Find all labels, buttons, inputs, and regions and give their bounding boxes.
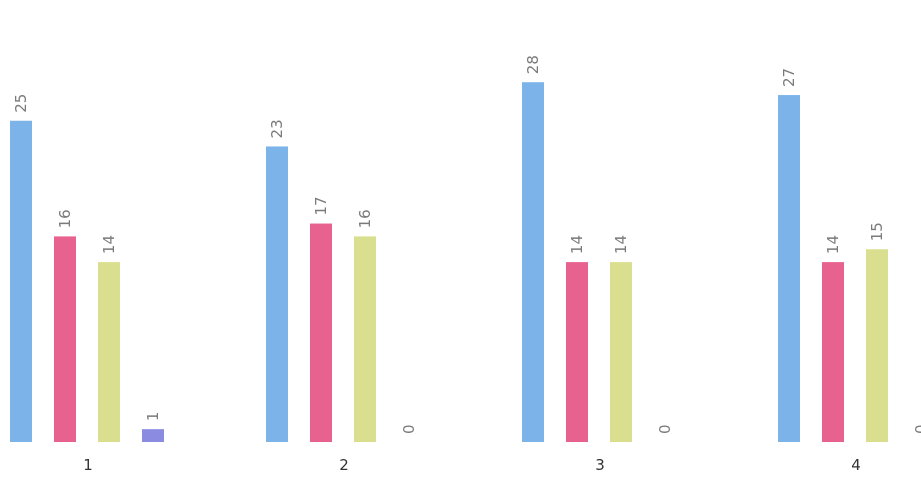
- value-label-cat3-s3: 14: [612, 235, 630, 254]
- bar-cat2-s3: [354, 236, 376, 442]
- bar-cat1-s3: [98, 262, 120, 442]
- value-label-cat4-s2: 14: [824, 235, 842, 254]
- category-label-3: 3: [595, 456, 605, 474]
- value-label-cat4-s4: 0: [912, 424, 921, 434]
- value-label-cat1-s2: 16: [56, 209, 74, 228]
- bar-cat1-s2: [54, 236, 76, 442]
- bars-layer: [10, 82, 888, 443]
- value-label-cat2-s1: 23: [268, 119, 286, 138]
- value-labels-layer: 25 16 14 1 23 17 16 0 28 14 14 0 27 14 15 0: [12, 55, 921, 434]
- value-label-cat3-s4: 0: [656, 424, 674, 434]
- bar-cat4-s3: [866, 249, 888, 442]
- bar-cat3-s2: [566, 262, 588, 442]
- category-labels-layer: 1 2 3 4: [83, 456, 861, 474]
- value-label-cat1-s4: 1: [144, 412, 162, 422]
- value-label-cat4-s3: 15: [868, 222, 886, 241]
- value-label-cat3-s1: 28: [524, 55, 542, 74]
- bar-cat2-s1: [266, 146, 288, 442]
- value-label-cat2-s3: 16: [356, 209, 374, 228]
- value-label-cat4-s1: 27: [780, 68, 798, 87]
- category-label-1: 1: [83, 456, 93, 474]
- bar-cat2-s2: [310, 223, 332, 442]
- category-label-4: 4: [851, 456, 861, 474]
- value-label-cat2-s2: 17: [312, 196, 330, 215]
- bar-cat3-s1: [522, 82, 544, 442]
- value-label-cat1-s1: 25: [12, 94, 30, 113]
- value-label-cat2-s4: 0: [400, 424, 418, 434]
- bar-cat3-s3: [610, 262, 632, 442]
- bar-cat1-s4: [142, 429, 164, 442]
- category-label-2: 2: [339, 456, 349, 474]
- value-label-cat3-s2: 14: [568, 235, 586, 254]
- value-label-cat1-s3: 14: [100, 235, 118, 254]
- bar-cat1-s1: [10, 120, 32, 442]
- bar-cat4-s2: [822, 262, 844, 442]
- bar-cat4-s1: [778, 95, 800, 443]
